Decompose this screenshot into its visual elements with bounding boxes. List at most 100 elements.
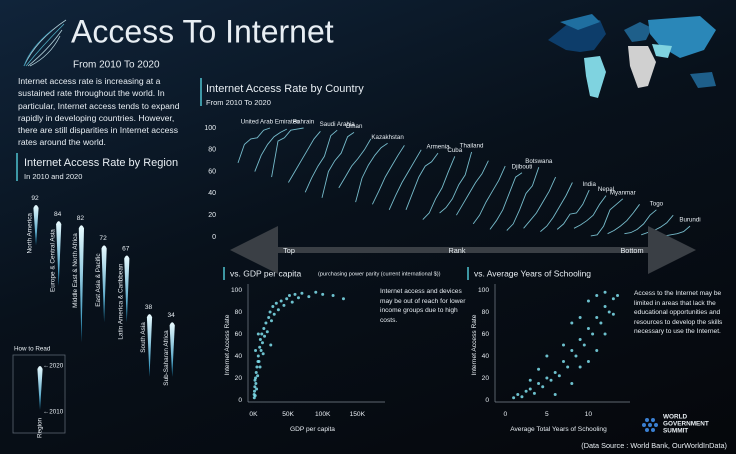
x-tick-label: 0: [503, 411, 507, 418]
y-tick-label: 60: [482, 331, 490, 338]
scatter-point: [537, 382, 541, 385]
y-tick-label: 40: [482, 353, 490, 360]
scatter-point: [254, 382, 258, 385]
scatter-point: [269, 343, 273, 347]
region-spike: [124, 255, 130, 323]
scatter-point: [254, 349, 258, 352]
scatter-point: [293, 292, 297, 296]
country-line: [641, 214, 674, 236]
country-line: [321, 132, 355, 198]
scatter-point: [255, 365, 259, 369]
gdp-title: vs. GDP per capita: [230, 268, 301, 278]
scatter-point: [586, 299, 590, 303]
legend-box: [12, 354, 66, 434]
scatter-point: [321, 292, 325, 296]
scatter-point: [586, 327, 590, 330]
x-tick-label: 0K: [249, 411, 258, 418]
region-spike: [146, 314, 153, 377]
scatter-point: [258, 338, 262, 341]
country-label: Armenia: [426, 144, 450, 151]
y-tick-label: 0: [238, 397, 242, 404]
scatter-point: [276, 308, 280, 312]
page-title: Access To Internet: [71, 13, 334, 49]
y-tick-label: 0: [485, 397, 489, 404]
category-label: South Asia: [140, 322, 147, 353]
scatter-point: [263, 334, 267, 338]
scatter-point: [256, 354, 260, 358]
scatter-point: [557, 374, 561, 378]
world-map: [548, 14, 716, 98]
scatter-point: [331, 294, 335, 297]
scatter-point: [578, 338, 582, 341]
scatter-point: [553, 393, 557, 396]
region-subtitle: In 2010 and 2020: [24, 172, 82, 181]
scatter-point: [258, 345, 262, 349]
scatter-point: [256, 374, 260, 378]
country-line: [590, 198, 624, 237]
region-spike: [101, 245, 107, 323]
data-label: 82: [77, 215, 85, 222]
data-label: 38: [145, 304, 153, 311]
country-line: [371, 145, 405, 205]
country-line: [237, 127, 271, 164]
x-axis-label: GDP per capita: [290, 426, 335, 433]
logo-text: GOVERNMENT: [663, 421, 709, 428]
scatter-point: [267, 316, 271, 319]
country-label: Thailand: [460, 143, 484, 150]
scatter-point: [578, 365, 582, 369]
y-tick-label: 100: [478, 287, 489, 294]
scatter-point: [253, 385, 257, 389]
scatter-point: [252, 396, 256, 400]
category-label: Latin America & Caribbean: [117, 263, 124, 339]
y-tick-label: 20: [235, 375, 243, 382]
scatter-point: [524, 389, 528, 393]
x-tick-label: 10: [585, 411, 593, 418]
country-label: Botswana: [525, 158, 553, 165]
scatter-point: [599, 321, 603, 325]
country-line: [355, 142, 388, 203]
region-spike: [56, 221, 62, 286]
scatter-point: [260, 332, 264, 336]
scatter-point: [282, 303, 286, 307]
scatter-point: [268, 310, 272, 314]
region-title: Internet Access Rate by Region: [24, 157, 178, 169]
scatter-point: [296, 296, 300, 300]
country-line: [439, 151, 473, 214]
scatter-point: [528, 387, 532, 391]
scatter-point: [285, 297, 289, 301]
y-tick-label: 100: [231, 287, 242, 294]
country-label: Saudi Arabia: [320, 121, 356, 128]
wgs-logo: [642, 418, 658, 432]
scatter-point: [582, 343, 586, 347]
gdp-annotation: Internet access and devices may be out o…: [380, 288, 466, 324]
x-tick-label: 150K: [350, 411, 366, 418]
scatter-point: [562, 343, 565, 347]
country-label: Bahrain: [293, 119, 315, 126]
rank-axis-label: Bottom: [620, 246, 643, 255]
scatter-point: [607, 310, 611, 314]
scatter-point: [256, 360, 260, 363]
category-label: North America: [27, 213, 34, 254]
y-tick-label: 80: [208, 147, 216, 154]
country-label: Myanmar: [610, 189, 636, 196]
category-label: Middle East & North Africa: [72, 233, 79, 308]
country-label: Cuba: [447, 147, 462, 154]
category-label: East Asia & Pacific: [95, 253, 102, 307]
country-label: Togo: [650, 200, 664, 207]
data-label: 34: [168, 312, 176, 319]
scatter-point: [274, 301, 278, 305]
scatter-point: [255, 387, 259, 391]
country-subtitle: From 2010 To 2020: [206, 98, 271, 107]
logo-text: WORLD: [663, 414, 688, 421]
legend-spike: [37, 366, 43, 410]
region-spike: [78, 225, 84, 343]
scatter-point: [562, 360, 565, 363]
data-label: 84: [54, 211, 62, 218]
scatter-point: [254, 371, 258, 374]
scatter-point: [287, 294, 291, 297]
data-label: 67: [122, 245, 130, 252]
scatter-point: [271, 305, 275, 308]
scatter-point: [611, 312, 615, 316]
scatter-point: [537, 367, 541, 371]
